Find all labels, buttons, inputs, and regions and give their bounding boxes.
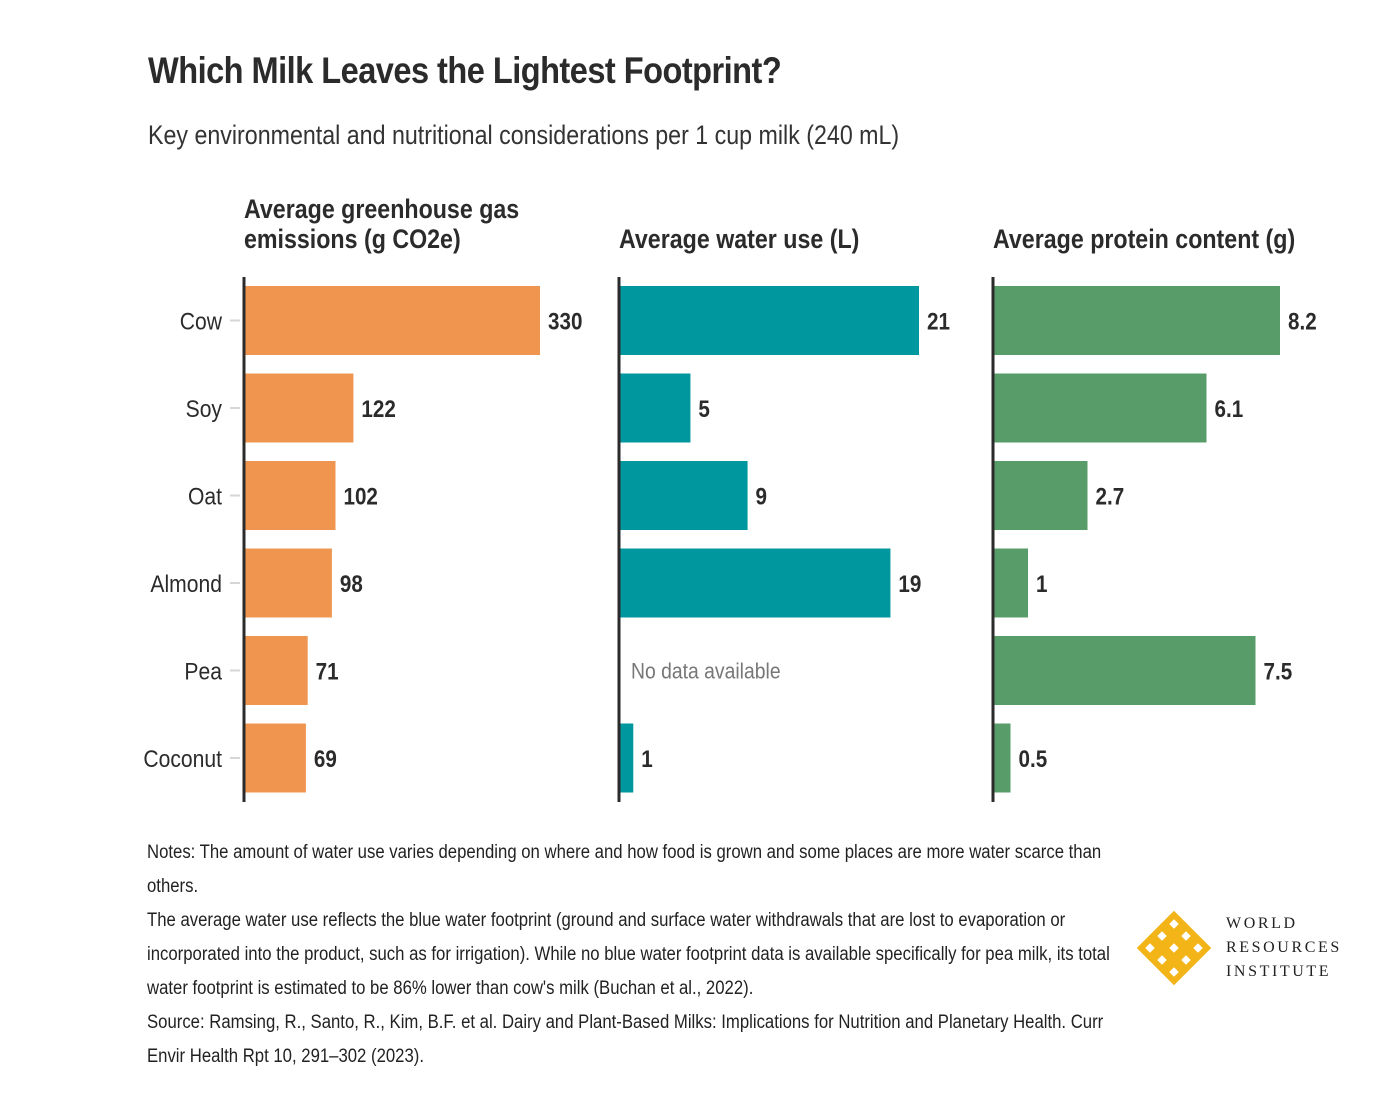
note-source: Source: Ramsing, R., Santo, R., Kim, B.F… xyxy=(147,1012,1104,1067)
value-label-2-cow: 21 xyxy=(927,308,950,335)
category-label-almond: Almond xyxy=(150,571,222,598)
panel-title-3-line-1: Average protein content (g) xyxy=(993,224,1295,254)
wri-logo-icon xyxy=(1136,910,1212,986)
logo-diamond xyxy=(1184,934,1212,962)
value-label-3-almond: 1 xyxy=(1036,571,1047,598)
no-data-label: No data available xyxy=(631,659,781,683)
bar-1-cow xyxy=(244,286,540,355)
bar-3-oat xyxy=(993,461,1088,530)
panel-title-1-line-1: Average greenhouse gas xyxy=(244,194,519,224)
logo-diamond xyxy=(1172,922,1200,950)
bar-2-oat xyxy=(619,461,748,530)
category-label-cow: Cow xyxy=(180,308,223,335)
logo-diamond xyxy=(1160,910,1188,938)
logo-line-world: WORLD xyxy=(1226,915,1298,932)
value-label-1-pea: 71 xyxy=(316,658,339,685)
bar-1-almond xyxy=(244,548,332,618)
bar-1-oat xyxy=(244,461,336,530)
value-label-1-cow: 330 xyxy=(548,308,582,335)
value-label-1-coconut: 69 xyxy=(314,746,337,773)
chart-title: Which Milk Leaves the Lightest Footprint… xyxy=(148,50,782,91)
value-label-3-coconut: 0.5 xyxy=(1018,746,1047,773)
bar-2-coconut xyxy=(619,723,634,793)
bar-3-coconut xyxy=(993,723,1011,793)
logo-diamond xyxy=(1160,958,1188,986)
note-blue-water: The average water use reflects the blue … xyxy=(147,910,1110,999)
note-water-variation: Notes: The amount of water use varies de… xyxy=(147,842,1102,897)
category-label-oat: Oat xyxy=(188,483,223,510)
bar-3-soy xyxy=(993,373,1207,443)
logo-diamond xyxy=(1148,922,1176,950)
notes: Notes: The amount of water use varies de… xyxy=(147,836,1115,1074)
bar-3-pea xyxy=(993,636,1256,705)
bar-1-pea xyxy=(244,636,308,705)
category-label-coconut: Coconut xyxy=(143,746,222,773)
logo-line-resources: RESOURCES xyxy=(1226,939,1342,956)
bar-2-almond xyxy=(619,548,891,618)
panel-title-1-line-2: emissions (g CO2e) xyxy=(244,224,461,254)
wri-logo: WORLD RESOURCES INSTITUTE xyxy=(1136,910,1366,986)
value-label-2-almond: 19 xyxy=(898,571,921,598)
value-label-2-oat: 9 xyxy=(756,483,767,510)
logo-diamond xyxy=(1160,934,1188,962)
logo-diamond xyxy=(1172,946,1200,974)
bar-3-almond xyxy=(993,548,1028,618)
bar-1-soy xyxy=(244,373,354,443)
value-label-2-coconut: 1 xyxy=(641,746,652,773)
chart-subtitle: Key environmental and nutritional consid… xyxy=(148,120,900,150)
value-label-3-pea: 7.5 xyxy=(1263,658,1292,685)
bar-1-coconut xyxy=(244,723,306,793)
value-label-1-almond: 98 xyxy=(340,571,363,598)
bar-2-cow xyxy=(619,286,919,355)
chart-area: Cow Soy Oat Almond Pea Coconut Average greenho… xyxy=(143,194,1317,802)
logo-line-institute: INSTITUTE xyxy=(1226,963,1332,980)
value-label-1-oat: 102 xyxy=(343,483,377,510)
value-label-2-soy: 5 xyxy=(698,396,709,423)
category-label-soy: Soy xyxy=(186,396,223,423)
logo-diamond xyxy=(1136,934,1164,962)
value-label-3-cow: 8.2 xyxy=(1288,308,1317,335)
value-label-3-soy: 6.1 xyxy=(1215,396,1244,423)
panel-title-2-line-1: Average water use (L) xyxy=(619,224,859,254)
bar-2-soy xyxy=(619,373,691,443)
logo-diamond xyxy=(1148,946,1176,974)
value-label-3-oat: 2.7 xyxy=(1096,483,1125,510)
category-label-pea: Pea xyxy=(184,658,222,685)
value-label-1-soy: 122 xyxy=(361,396,395,423)
bar-3-cow xyxy=(993,286,1280,355)
